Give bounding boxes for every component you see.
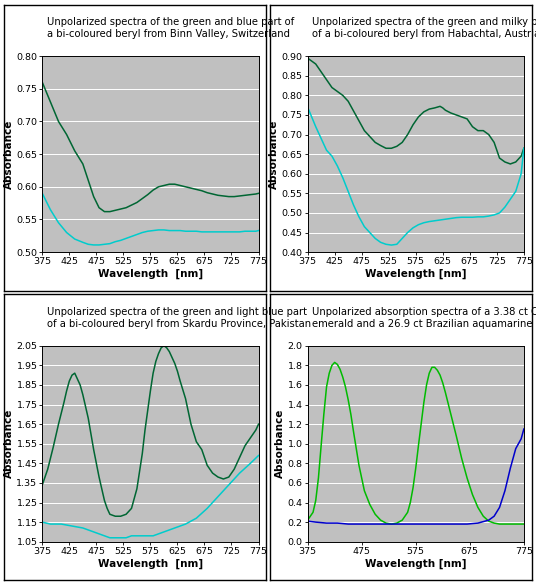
- X-axis label: Wavelength  [nm]: Wavelength [nm]: [98, 558, 203, 569]
- Y-axis label: Absorbance: Absorbance: [269, 119, 279, 189]
- Y-axis label: Absorbance: Absorbance: [4, 119, 13, 189]
- X-axis label: Wavelength [nm]: Wavelength [nm]: [365, 558, 466, 569]
- Text: Unpolarized spectra of the green and light blue part
of a bi-coloured beryl from: Unpolarized spectra of the green and lig…: [47, 307, 311, 329]
- Text: Unpolarized spectra of the green and milky bluish part
of a bi-coloured beryl fr: Unpolarized spectra of the green and mil…: [312, 18, 536, 39]
- Text: Unpolarized spectra of the green and blue part of
a bi-coloured beryl from Binn : Unpolarized spectra of the green and blu…: [47, 18, 294, 39]
- Y-axis label: Absorbance: Absorbance: [275, 409, 285, 479]
- X-axis label: Wavelength [nm]: Wavelength [nm]: [365, 269, 466, 279]
- Y-axis label: Absorbance: Absorbance: [4, 409, 13, 479]
- X-axis label: Wavelength  [nm]: Wavelength [nm]: [98, 269, 203, 279]
- Text: Unpolarized absorption spectra of a 3.38 ct Colombian
emerald and a 26.9 ct Braz: Unpolarized absorption spectra of a 3.38…: [312, 307, 536, 329]
